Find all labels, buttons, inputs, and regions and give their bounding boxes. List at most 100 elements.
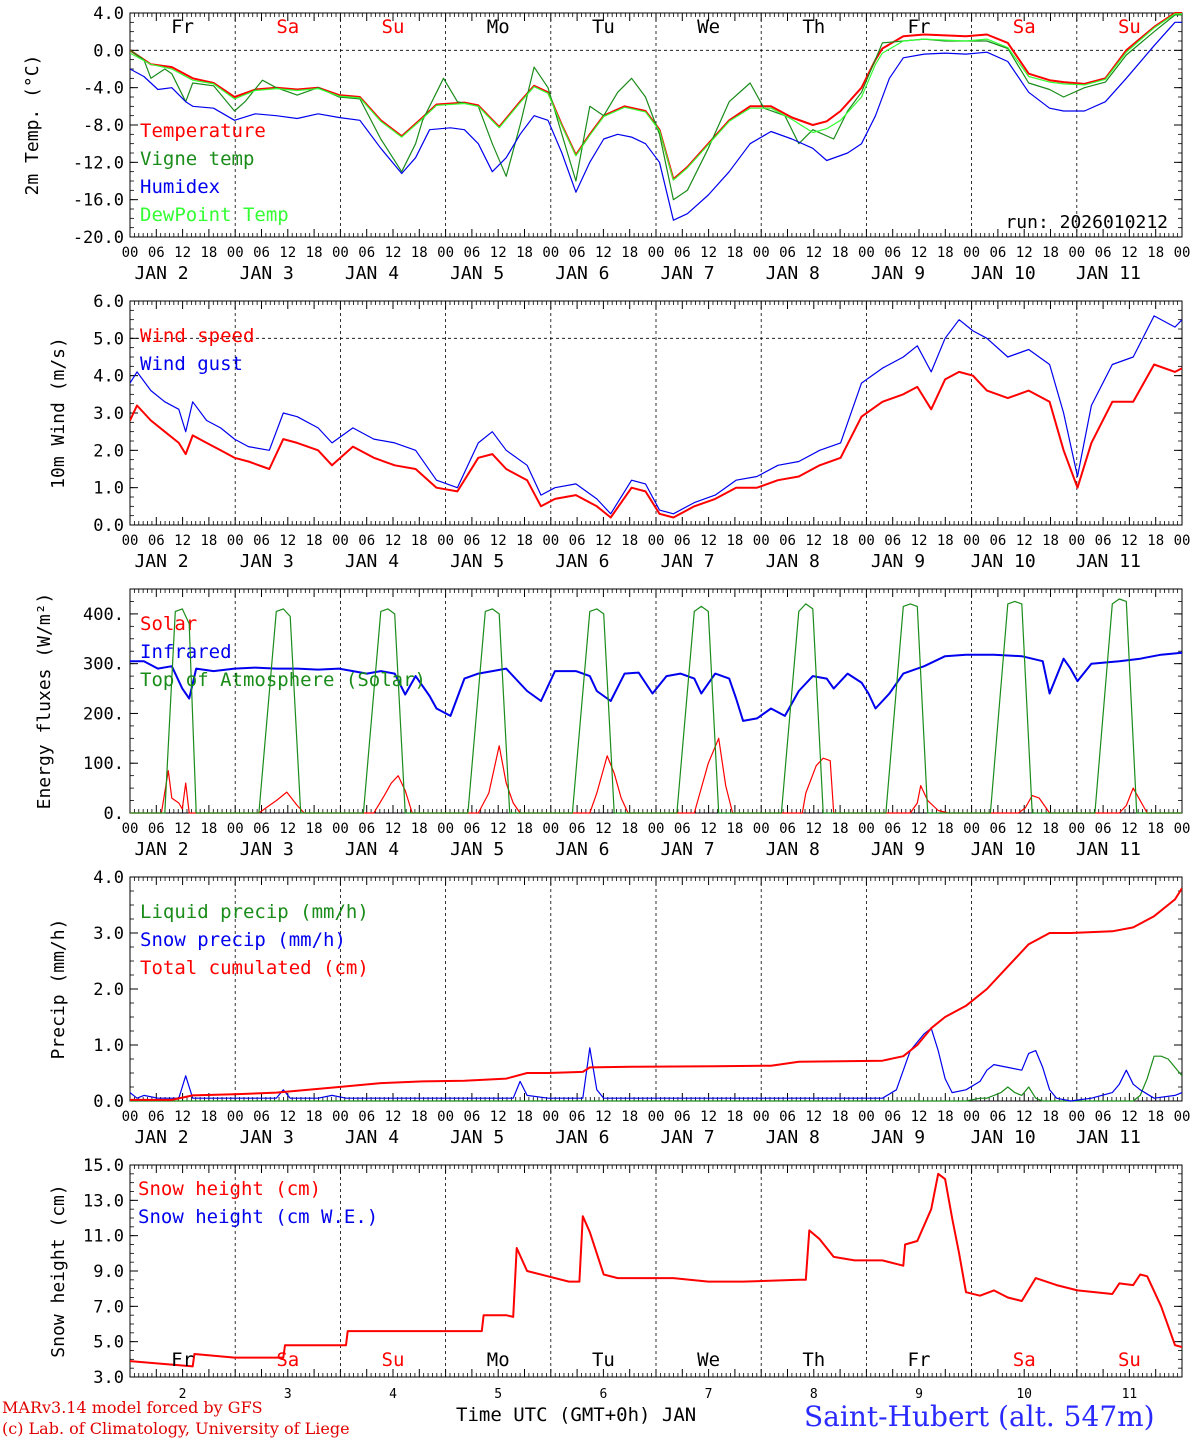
hour-tick-label: 00 xyxy=(963,821,980,837)
station-name: Saint-Hubert (alt. 547m) xyxy=(804,1400,1155,1433)
y-tick-label: 2.0 xyxy=(93,980,124,1000)
model-credit: MARv3.14 model forced by GFS xyxy=(2,1398,263,1417)
hour-tick-label: 06 xyxy=(463,1109,480,1125)
x-axis-title: Time UTC (GMT+0h) JAN xyxy=(456,1404,697,1426)
hour-tick-label: 18 xyxy=(200,245,217,261)
hour-tick-label: 06 xyxy=(989,245,1006,261)
lab-credit: (c) Lab. of Climatology, University of L… xyxy=(2,1419,350,1438)
y-tick-label: 0.0 xyxy=(93,516,124,536)
hour-tick-label: 06 xyxy=(1095,821,1112,837)
hour-tick-label: 18 xyxy=(411,821,428,837)
hour-tick-label: 12 xyxy=(700,245,717,261)
hour-tick-label: 00 xyxy=(542,245,559,261)
hour-tick-label: 18 xyxy=(306,821,323,837)
hour-tick-label: 06 xyxy=(674,1109,691,1125)
date-label: JAN 3 xyxy=(240,839,294,860)
hour-tick-label: 12 xyxy=(174,245,191,261)
hour-tick-label: 06 xyxy=(253,533,270,549)
hour-tick-label: 18 xyxy=(306,533,323,549)
hour-tick-label: 12 xyxy=(911,245,928,261)
hour-tick-label: 18 xyxy=(1147,533,1164,549)
weekday-label: Sa xyxy=(1013,16,1036,38)
hour-tick-label: 06 xyxy=(779,245,796,261)
hour-tick-label: 06 xyxy=(358,533,375,549)
hour-tick-label: 06 xyxy=(674,533,691,549)
hour-tick-label: 12 xyxy=(174,1109,191,1125)
hour-tick-label: 00 xyxy=(648,1109,665,1125)
hour-tick-label: 00 xyxy=(1068,821,1085,837)
y-tick-label: 4.0 xyxy=(93,868,124,888)
hour-tick-label: 18 xyxy=(937,821,954,837)
hour-tick-label: 00 xyxy=(1068,1109,1085,1125)
weekday-label: Tu xyxy=(592,16,615,38)
date-label: JAN 4 xyxy=(345,263,399,284)
series-line-vigne-temp xyxy=(130,14,1182,201)
hour-tick-label: 12 xyxy=(911,821,928,837)
hour-tick-label: 06 xyxy=(989,533,1006,549)
hour-tick-label: 12 xyxy=(279,821,296,837)
weekday-label: Fr xyxy=(908,1349,931,1371)
legend-total-cumulated-cm-: Total cumulated (cm) xyxy=(140,957,369,979)
hour-tick-label: 18 xyxy=(832,533,849,549)
series-line-liquid-precip-mm-h- xyxy=(130,1055,1182,1102)
y-tick-label: 1.0 xyxy=(93,479,124,499)
hour-tick-label: 00 xyxy=(1174,1109,1191,1125)
y-tick-label: 3.0 xyxy=(93,1368,124,1388)
hour-tick-label: 00 xyxy=(437,533,454,549)
hour-tick-label: 00 xyxy=(963,245,980,261)
day-number-label: 9 xyxy=(915,1387,923,1402)
hour-tick-label: 06 xyxy=(989,821,1006,837)
hour-tick-label: 12 xyxy=(700,533,717,549)
hour-tick-label: 00 xyxy=(437,821,454,837)
date-label: JAN 3 xyxy=(240,1127,294,1148)
date-label: JAN 7 xyxy=(660,839,714,860)
hour-tick-label: 06 xyxy=(463,533,480,549)
hour-tick-label: 12 xyxy=(805,533,822,549)
hour-tick-label: 00 xyxy=(858,1109,875,1125)
date-label: JAN 7 xyxy=(660,551,714,572)
hour-tick-label: 00 xyxy=(122,533,139,549)
date-label: JAN 6 xyxy=(555,1127,609,1148)
hour-tick-label: 00 xyxy=(332,245,349,261)
hour-tick-label: 18 xyxy=(937,533,954,549)
hour-tick-label: 00 xyxy=(753,1109,770,1125)
hour-tick-label: 00 xyxy=(542,533,559,549)
hour-tick-label: 06 xyxy=(569,821,586,837)
hour-tick-label: 06 xyxy=(989,1109,1006,1125)
y-tick-label: -20.0 xyxy=(73,228,124,248)
hour-tick-label: 18 xyxy=(1042,1109,1059,1125)
hour-tick-label: 18 xyxy=(306,245,323,261)
hour-tick-label: 12 xyxy=(1121,533,1138,549)
hour-tick-label: 12 xyxy=(490,1109,507,1125)
hour-tick-label: 12 xyxy=(911,533,928,549)
weekday-label: Th xyxy=(802,1349,825,1371)
date-label: JAN 10 xyxy=(971,551,1036,572)
y-axis-label: 10m Wind (m/s) xyxy=(48,337,69,489)
y-tick-label: -12.0 xyxy=(73,153,124,173)
hour-tick-label: 00 xyxy=(332,821,349,837)
hour-tick-label: 06 xyxy=(884,1109,901,1125)
hour-tick-label: 12 xyxy=(1016,533,1033,549)
y-tick-label: 5.0 xyxy=(93,329,124,349)
hour-tick-label: 00 xyxy=(227,1109,244,1125)
hour-tick-label: 12 xyxy=(595,821,612,837)
weekday-label: Tu xyxy=(592,1349,615,1371)
hour-tick-label: 18 xyxy=(1042,245,1059,261)
hour-tick-label: 06 xyxy=(569,245,586,261)
hour-tick-label: 18 xyxy=(516,245,533,261)
weekday-label: Sa xyxy=(276,1349,299,1371)
hour-tick-label: 00 xyxy=(1174,821,1191,837)
hour-tick-label: 18 xyxy=(621,245,638,261)
date-label: JAN 4 xyxy=(345,1127,399,1148)
hour-tick-label: 18 xyxy=(621,1109,638,1125)
hour-tick-label: 06 xyxy=(674,821,691,837)
hour-tick-label: 06 xyxy=(148,1109,165,1125)
date-label: JAN 11 xyxy=(1076,839,1141,860)
hour-tick-label: 12 xyxy=(1016,821,1033,837)
date-label: JAN 9 xyxy=(871,551,925,572)
weekday-label: Sa xyxy=(276,16,299,38)
hour-tick-label: 12 xyxy=(279,533,296,549)
hour-tick-label: 06 xyxy=(463,245,480,261)
hour-tick-label: 00 xyxy=(753,245,770,261)
hour-tick-label: 12 xyxy=(700,821,717,837)
